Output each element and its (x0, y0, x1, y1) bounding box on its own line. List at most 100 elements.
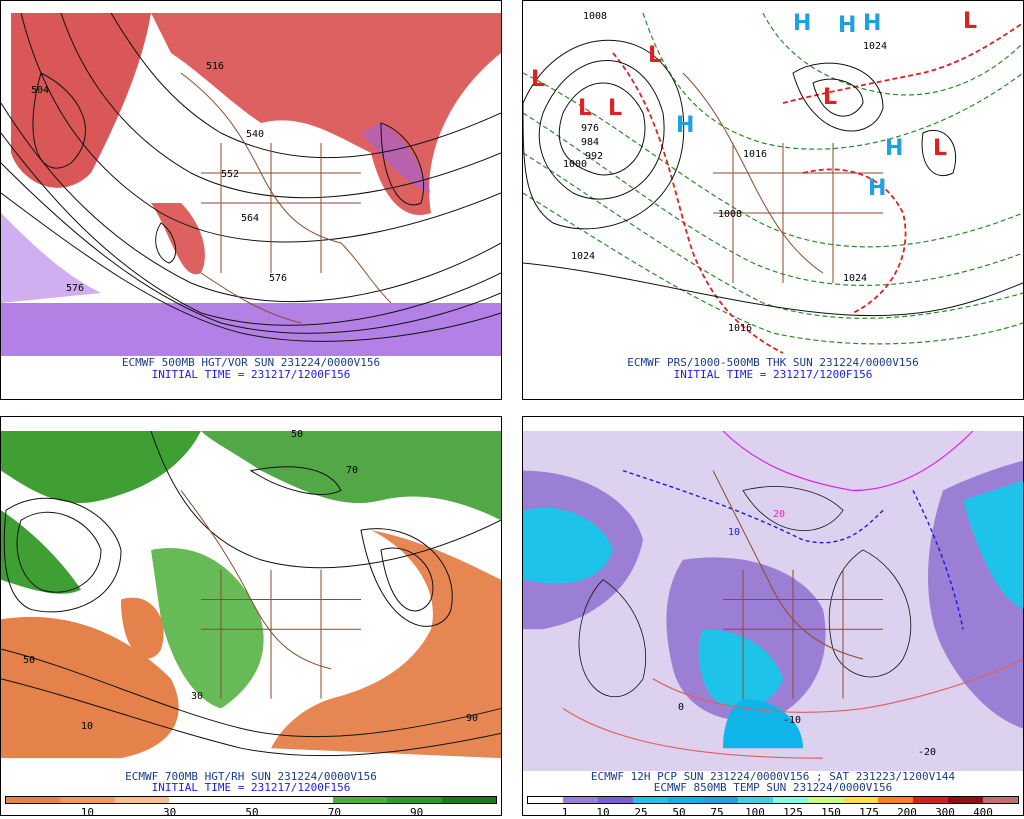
map-caption: ECMWF 700MB HGT/RH SUN 231224/0000V156 (125, 770, 377, 783)
legend-tick-label: 10 (596, 806, 610, 816)
isobar-label: 1016 (728, 323, 753, 334)
contour-label: 50 (23, 655, 36, 666)
initial-time: INITIAL TIME = 231217/1200F156 (673, 368, 873, 381)
legend-swatch (332, 797, 388, 803)
contour-label: 504 (31, 85, 50, 96)
legend-swatch (441, 797, 496, 803)
legend-tick-label: 1 (561, 806, 569, 816)
high-pressure-marker: H (885, 136, 904, 161)
panel-700mb-hgt-rh: 50 10 30 50 70 90 ECMWF 700MB HGT/RH SUN… (0, 416, 502, 816)
legend-swatch (843, 797, 878, 803)
low-pressure-marker: L (608, 96, 623, 121)
contour-label: 576 (269, 273, 288, 284)
isobar-label: 1008 (718, 209, 743, 220)
legend-swatch (773, 797, 808, 803)
legend-tick-label: 90 (410, 806, 424, 816)
legend-tick-label: 30 (163, 806, 177, 816)
legend-swatch (60, 797, 115, 803)
legend-tick-label: 400 (973, 806, 993, 816)
legend-swatch (169, 797, 224, 803)
legend-tick-label: 125 (783, 806, 803, 816)
isotherm-label: 10 (728, 527, 741, 538)
legend-swatch (913, 797, 948, 803)
map-caption: ECMWF PRS/1000-500MB THK SUN 231224/0000… (627, 356, 919, 369)
legend-tick-label: 300 (935, 806, 955, 816)
isobar-label: 1024 (571, 251, 596, 262)
map-caption: ECMWF 500MB HGT/VOR SUN 231224/0000V156 (121, 356, 381, 369)
legend-tick-label: 100 (745, 806, 765, 816)
low-pressure-marker: L (578, 96, 593, 121)
legend-swatch (387, 797, 442, 803)
isotherm-label: -20 (918, 747, 937, 758)
legend-swatch (114, 797, 170, 803)
legend-swatch (983, 797, 1018, 803)
contour-label: 540 (246, 129, 265, 140)
contour-label: 50 (291, 429, 304, 440)
high-pressure-marker: H (676, 113, 695, 138)
isobar-label: 1000 (563, 159, 588, 170)
isobar-label: 1008 (583, 11, 608, 22)
contour-label: 30 (191, 691, 204, 702)
legend-tick-label: 25 (634, 806, 648, 816)
contour-label: 70 (346, 465, 359, 476)
isobar-label: 984 (581, 137, 600, 148)
panel-prs-thk: 1008 1024 1000 976 984 992 1024 1016 100… (522, 0, 1024, 400)
legend-tick-label: 200 (897, 806, 917, 816)
isotherm-label: -10 (783, 715, 802, 726)
legend-swatch (948, 797, 983, 803)
rh-legend-ticks: 10 30 50 70 90 (1, 806, 501, 816)
high-pressure-marker: H (863, 11, 882, 36)
contour-label: 564 (241, 213, 260, 224)
contour-label: 516 (206, 61, 225, 72)
map-pcp-temp (523, 431, 1023, 771)
legend-tick-label: 50 (672, 806, 686, 816)
isotherm-label: 20 (773, 509, 786, 520)
low-pressure-marker: L (933, 136, 948, 161)
panel-12h-pcp: 20 10 0 -10 -20 ECMWF 12H PCP SUN 231224… (522, 416, 1024, 816)
isobar-label: 1024 (863, 41, 888, 52)
high-pressure-marker: H (793, 11, 812, 36)
low-pressure-marker: L (648, 43, 663, 68)
map-caption-2: ECMWF 850MB TEMP SUN 231224/0000V156 (653, 781, 893, 794)
initial-time: INITIAL TIME = 231217/1200F156 (151, 781, 351, 794)
legend-tick-label: 10 (80, 806, 94, 816)
map-700mb (1, 431, 501, 771)
legend-swatch (738, 797, 773, 803)
isobar-label: 1024 (843, 273, 868, 284)
legend-swatch (528, 797, 563, 803)
low-pressure-marker: L (531, 67, 546, 92)
map-caption: ECMWF 12H PCP SUN 231224/0000V156 ; SAT … (590, 770, 956, 783)
isobar-label: 992 (585, 151, 604, 162)
legend-tick-label: 150 (821, 806, 841, 816)
contour-label: 576 (66, 283, 85, 294)
contour-label: 10 (81, 721, 94, 732)
isobar-label: 976 (581, 123, 600, 134)
legend-swatch (563, 797, 598, 803)
isobar-label: 1016 (743, 149, 768, 160)
precip-color-legend (527, 796, 1019, 804)
low-pressure-marker: L (963, 9, 978, 34)
legend-swatch (668, 797, 703, 803)
legend-tick-label: 50 (245, 806, 259, 816)
legend-tick-label: 175 (859, 806, 879, 816)
initial-time: INITIAL TIME = 231217/1200F156 (151, 368, 351, 381)
high-pressure-marker: H (838, 13, 857, 38)
panel-500mb-hgt-vor: ECMWF 500MB HGT/VOR SUN 231224/0000V156 … (0, 0, 502, 400)
legend-swatch (598, 797, 633, 803)
map-prs-thk (523, 13, 1023, 356)
legend-swatch (703, 797, 738, 803)
legend-swatch (808, 797, 843, 803)
high-pressure-marker: H (868, 176, 887, 201)
legend-swatch (878, 797, 913, 803)
legend-swatch (6, 797, 61, 803)
contour-label: 552 (221, 169, 240, 180)
precip-legend-ticks: 1 10 25 50 75 100 125 150 175 200 300 400 (523, 806, 1023, 816)
legend-tick-label: 75 (710, 806, 724, 816)
rh-color-legend (5, 796, 497, 804)
legend-swatch (278, 797, 333, 803)
legend-swatch (633, 797, 668, 803)
low-pressure-marker: L (823, 85, 838, 110)
legend-swatch (223, 797, 279, 803)
legend-tick-label: 70 (327, 806, 341, 816)
map-500mb (1, 13, 501, 356)
